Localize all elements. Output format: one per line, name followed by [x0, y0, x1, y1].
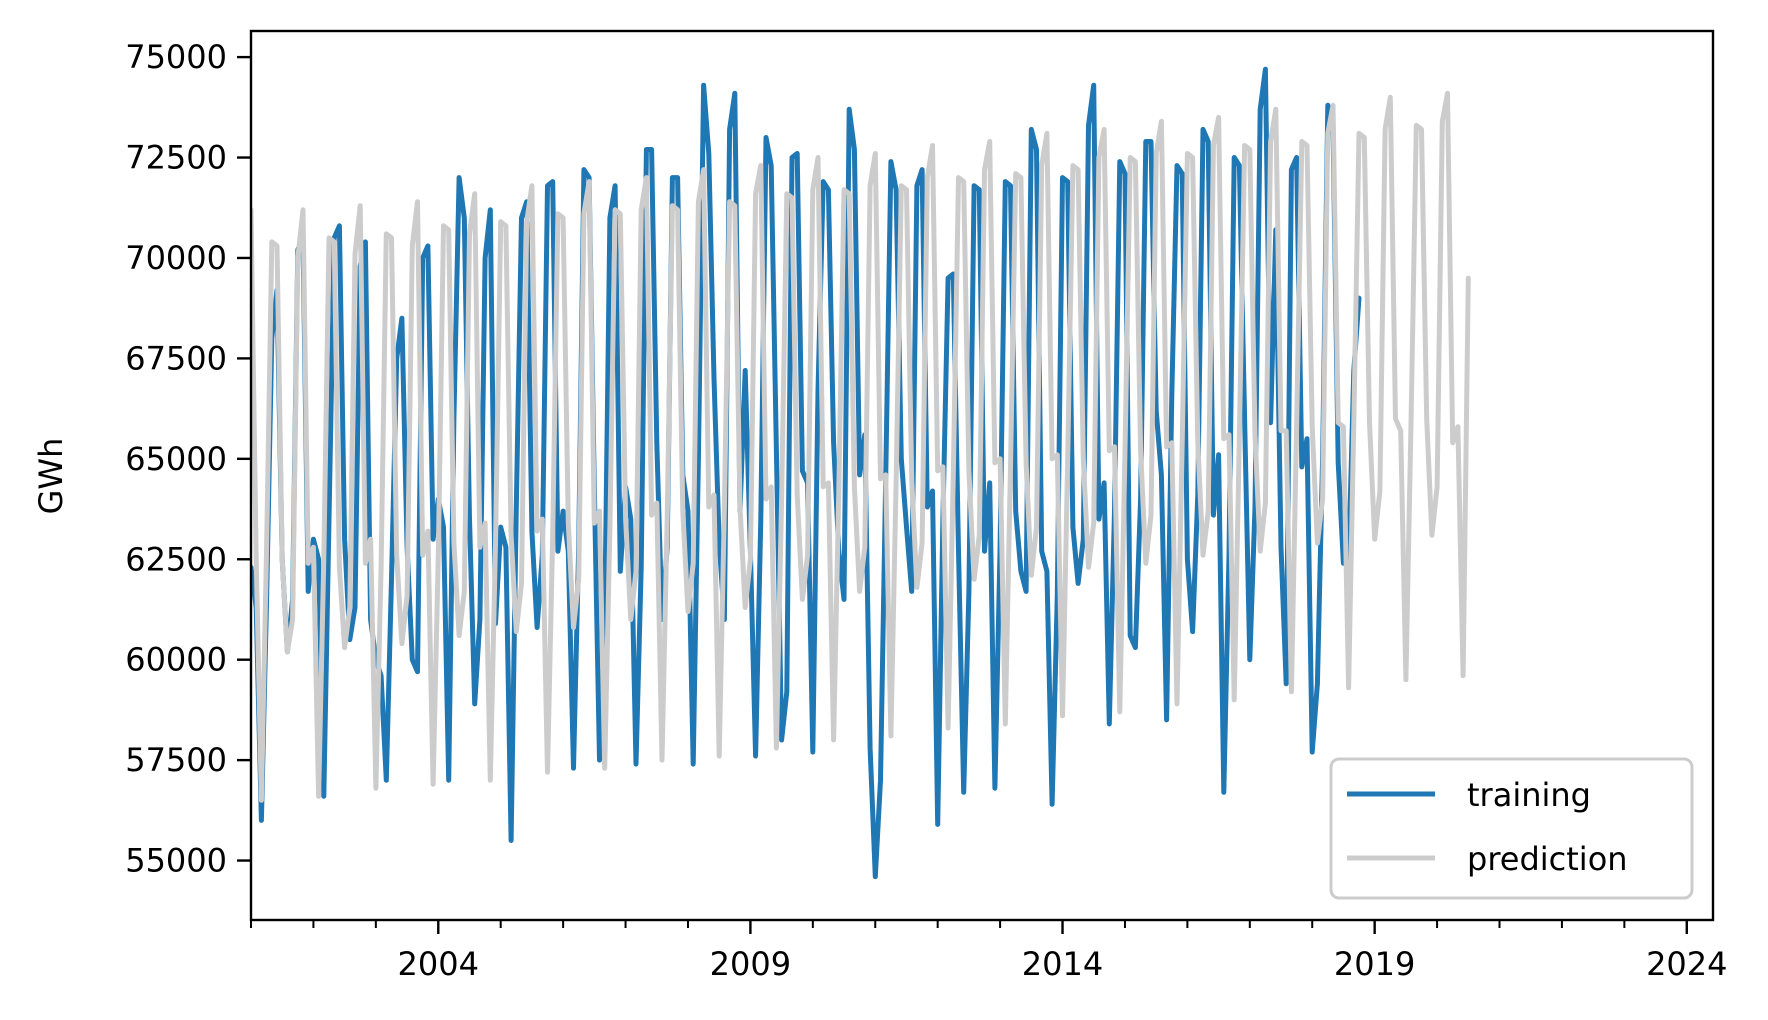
plot-frame — [249, 29, 1715, 922]
series-layer — [251, 66, 1471, 880]
y-tick-label: 72500 — [125, 139, 227, 177]
y-tick-label: 75000 — [125, 38, 227, 76]
legend-prediction-label: prediction — [1467, 840, 1628, 878]
x-axis: 2004 2009 2014 2019 2024 — [250, 920, 1728, 983]
y-axis: 55000 57500 60000 62500 65000 67500 70000 72500… — [125, 38, 251, 880]
x-tick-label: 2024 — [1646, 945, 1727, 983]
x-tick-label: 2019 — [1334, 945, 1415, 983]
y-axis-label: GWh — [32, 438, 70, 515]
training-line — [251, 66, 1362, 880]
legend: training prediction — [1329, 757, 1694, 900]
y-tick-label: 60000 — [125, 641, 227, 679]
legend-training-label: training — [1467, 776, 1591, 814]
y-tick-label: 55000 — [125, 842, 227, 880]
y-tick-label: 62500 — [125, 540, 227, 578]
x-tick-label: 2009 — [710, 945, 791, 983]
prediction-line — [251, 90, 1471, 803]
y-tick-label: 57500 — [125, 741, 227, 779]
y-tick-label: 65000 — [125, 440, 227, 478]
x-tick-label: 2004 — [398, 945, 479, 983]
x-tick-label: 2014 — [1022, 945, 1103, 983]
y-tick-label: 67500 — [125, 339, 227, 377]
y-tick-label: 70000 — [125, 239, 227, 277]
